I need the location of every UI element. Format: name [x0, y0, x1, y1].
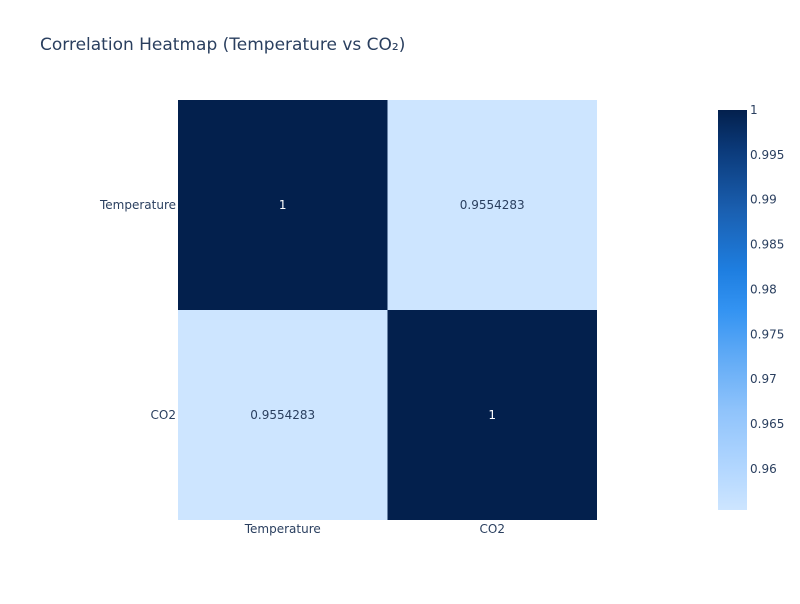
x-tick-label: CO2 — [480, 522, 505, 536]
colorbar-tick-label: 0.97 — [750, 372, 777, 386]
heatmap-cells: 1 0.9554283 0.9554283 1 — [178, 100, 597, 520]
colorbar: 0.96 0.965 0.97 0.975 0.98 0.985 0.99 0.995 1 — [718, 103, 784, 510]
chart-title: Correlation Heatmap (Temperature vs CO₂) — [40, 35, 405, 55]
cell-label: 0.9554283 — [460, 198, 525, 212]
y-axis: Temperature CO2 — [99, 198, 176, 422]
colorbar-tick-label: 1 — [750, 103, 758, 117]
colorbar-tick-label: 0.98 — [750, 282, 777, 296]
x-tick-label: Temperature — [244, 522, 321, 536]
colorbar-tick-label: 0.99 — [750, 193, 777, 207]
cell-label: 1 — [279, 198, 287, 212]
colorbar-tick-label: 0.985 — [750, 238, 784, 252]
cell-label: 0.9554283 — [250, 408, 315, 422]
heatmap-cell — [387, 100, 597, 310]
y-tick-label: CO2 — [151, 408, 176, 422]
colorbar-tick-label: 0.975 — [750, 327, 784, 341]
cell-label: 1 — [488, 408, 496, 422]
colorbar-tick-label: 0.965 — [750, 417, 784, 431]
colorbar-tick-label: 0.96 — [750, 462, 777, 476]
heatmap-cell — [178, 310, 388, 520]
heatmap-cell — [178, 100, 388, 310]
x-axis: Temperature CO2 — [244, 522, 505, 536]
y-tick-label: Temperature — [99, 198, 176, 212]
colorbar-tick-label: 0.995 — [750, 148, 784, 162]
heatmap-cell — [387, 310, 597, 520]
colorbar-gradient — [718, 110, 747, 510]
